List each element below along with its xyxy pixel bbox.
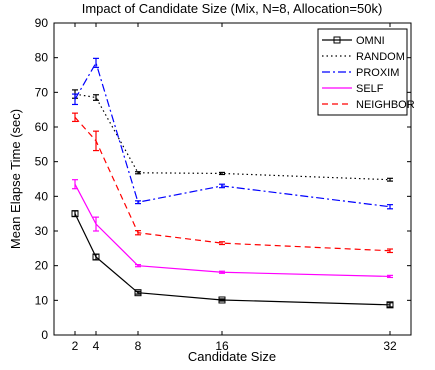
y-tick-label: 60 bbox=[35, 120, 49, 134]
y-tick-label: 80 bbox=[35, 51, 49, 65]
y-tick-label: 50 bbox=[35, 155, 49, 169]
legend-box bbox=[317, 28, 408, 116]
y-tick-label: 20 bbox=[35, 259, 49, 273]
series-line bbox=[74, 93, 391, 181]
y-tick-label: 70 bbox=[35, 85, 49, 99]
legend-label: OMNI bbox=[356, 35, 385, 47]
legend-label: NEIGHBOR bbox=[356, 99, 415, 111]
y-tick-label: 30 bbox=[35, 224, 49, 238]
y-tick-label: 90 bbox=[35, 16, 49, 30]
series-omni bbox=[71, 210, 394, 309]
y-axis-title: Mean Elapse Time (sec) bbox=[8, 109, 23, 249]
data-point bbox=[218, 296, 226, 304]
x-tick-label: 16 bbox=[215, 339, 229, 353]
data-point bbox=[386, 301, 394, 309]
series-proxim bbox=[72, 57, 393, 210]
data-point bbox=[71, 210, 79, 218]
legend-label: SELF bbox=[356, 83, 384, 95]
x-tick-label: 2 bbox=[72, 339, 79, 353]
y-tick-label: 40 bbox=[35, 189, 49, 203]
axis-ticks: 2 4 8 16 32 0 10 20 30 40 50 60 70 80 90 bbox=[35, 16, 411, 353]
series-layer bbox=[71, 57, 394, 309]
data-point bbox=[92, 253, 100, 261]
y-tick-label: 10 bbox=[35, 293, 49, 307]
data-point bbox=[134, 289, 142, 297]
chart-title: Impact of Candidate Size (Mix, N=8, Allo… bbox=[82, 1, 383, 16]
legend: OMNI RANDOM PROXIM SELF NEIGHBOR bbox=[317, 28, 415, 116]
series-neighbor bbox=[72, 112, 393, 254]
x-tick-label: 4 bbox=[93, 339, 100, 353]
legend-label: PROXIM bbox=[356, 67, 399, 79]
y-tick-label: 0 bbox=[41, 328, 48, 342]
series-self bbox=[72, 179, 393, 279]
legend-label: RANDOM bbox=[356, 51, 405, 63]
x-tick-label: 32 bbox=[383, 339, 397, 353]
x-tick-label: 8 bbox=[135, 339, 142, 353]
x-axis-title: Candidate Size bbox=[188, 349, 276, 364]
legend-marker bbox=[333, 36, 341, 44]
